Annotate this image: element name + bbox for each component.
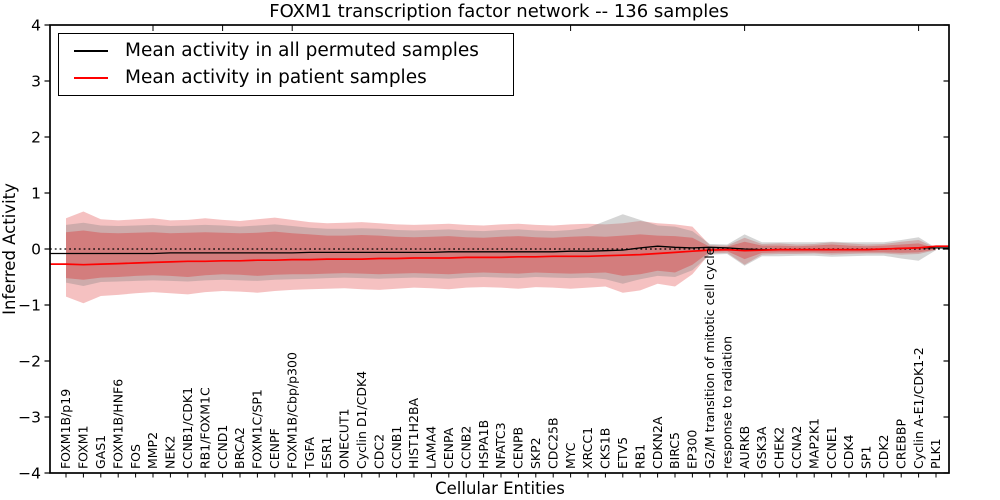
- x-tick-label: CENPF: [267, 428, 282, 469]
- x-tick-label: SP1: [859, 446, 874, 469]
- x-tick-label: CDC2: [371, 434, 386, 469]
- y-tick-label: 3: [31, 73, 41, 91]
- x-tick-label: CREBBP: [893, 419, 908, 469]
- y-axis-label: Inferred Activity: [0, 183, 19, 315]
- x-tick-label: GAS1: [93, 435, 108, 469]
- x-tick-label: FOXM1B/p19: [58, 389, 73, 469]
- x-tick-label: CDKN2A: [650, 416, 665, 469]
- x-tick-label: BIRC5: [667, 432, 682, 469]
- x-tick-label: PLK1: [928, 438, 943, 469]
- legend: Mean activity in all permuted samples Me…: [58, 33, 514, 96]
- y-tick-label: −3: [18, 409, 41, 427]
- x-tick-label: CKS1B: [598, 428, 613, 469]
- x-tick-label: MYC: [563, 442, 578, 469]
- legend-item-permuted: Mean activity in all permuted samples: [59, 40, 513, 61]
- x-tick-label: CCNE1: [824, 426, 839, 469]
- x-tick-label: CENPA: [441, 427, 456, 469]
- x-tick-label: EP300: [685, 430, 700, 469]
- x-tick-label: RB1/FOXM1C: [197, 387, 212, 469]
- y-tick-label: −4: [18, 465, 41, 483]
- permuted-line-swatch: [74, 50, 108, 53]
- x-tick-label: FOXM1B/Cbp/p300: [284, 352, 299, 469]
- x-tick-label: GSK3A: [754, 426, 769, 469]
- x-tick-label: SKP2: [528, 437, 543, 469]
- x-tick-label: NFATC3: [493, 422, 508, 469]
- legend-item-patient: Mean activity in patient samples: [59, 66, 513, 88]
- chart-layers: 4 3 2 1 0 −1 −2 −3 −4 FOXM1B/p19 FOXM1 GAS1 FOXM1B/H…: [18, 17, 950, 483]
- x-tick-label: CDK4: [841, 434, 856, 469]
- band-permuted-range: [66, 214, 936, 286]
- x-tick-label: BRCA2: [232, 427, 247, 469]
- y-tick-label: 0: [31, 241, 41, 259]
- x-tick-label: CENPB: [511, 427, 526, 469]
- y-tick-label: 1: [31, 185, 41, 203]
- x-tick-label: CCND1: [215, 425, 230, 469]
- x-tick-label: FOXM1: [76, 425, 91, 469]
- x-tick-label: MAP2K1: [806, 418, 821, 469]
- y-tick-label: −1: [18, 297, 41, 315]
- patient-line-swatch: [74, 76, 108, 79]
- x-tick-label: Cyclin D1/CDK4: [354, 371, 369, 469]
- legend-label-patient: Mean activity in patient samples: [125, 66, 427, 88]
- x-tick-label: CDC25B: [545, 417, 560, 469]
- chart-title: FOXM1 transcription factor network -- 13…: [269, 1, 729, 22]
- y-tick-label: 4: [31, 17, 41, 35]
- x-tick-label: HSPA1B: [476, 420, 491, 469]
- x-tick-label: ESR1: [319, 437, 334, 469]
- band-patient-range-inner: [66, 230, 936, 280]
- x-tick-label: CCNB1/CDK1: [180, 387, 195, 469]
- x-tick-label: ONECUT1: [337, 408, 352, 469]
- x-tick-label: NEK2: [163, 436, 178, 469]
- x-tick-label: TGFA: [302, 437, 317, 470]
- patient-mean-line: [50, 245, 949, 266]
- x-tick-label: CCNB2: [458, 426, 473, 469]
- legend-label-permuted: Mean activity in all permuted samples: [125, 40, 479, 61]
- x-tick-label: FOS: [128, 444, 143, 469]
- y-tick-label: 2: [31, 129, 41, 147]
- x-tick-label: FOXM1C/SP1: [250, 389, 265, 469]
- x-tick-label: FOXM1B/HNF6: [110, 379, 125, 469]
- x-tick-label: G2/M transition of mitotic cell cycle: [702, 247, 717, 469]
- x-tick-label: XRCC1: [580, 427, 595, 469]
- x-tick-label: RB1: [632, 444, 647, 469]
- x-tick-label: AURKB: [737, 426, 752, 469]
- x-axis-label: Cellular Entities: [435, 479, 565, 498]
- x-tick-label: LAMA4: [424, 426, 439, 469]
- x-tick-label: ETV5: [615, 437, 630, 469]
- x-tick-label: CCNA2: [789, 426, 804, 469]
- x-tick-label: MMP2: [145, 432, 160, 469]
- x-tick-label: Cyclin A-E1/CDK1-2: [911, 347, 926, 469]
- x-tick-label: CCNB1: [389, 426, 404, 469]
- axes-frame: [49, 24, 950, 474]
- x-tick-label: response to radiation: [719, 336, 734, 469]
- y-tick-label: −2: [18, 353, 41, 371]
- x-tick-label: CHEK2: [772, 427, 787, 469]
- x-tick-label: CDK2: [876, 434, 891, 469]
- x-tick-label: HIST1H2BA: [406, 397, 421, 469]
